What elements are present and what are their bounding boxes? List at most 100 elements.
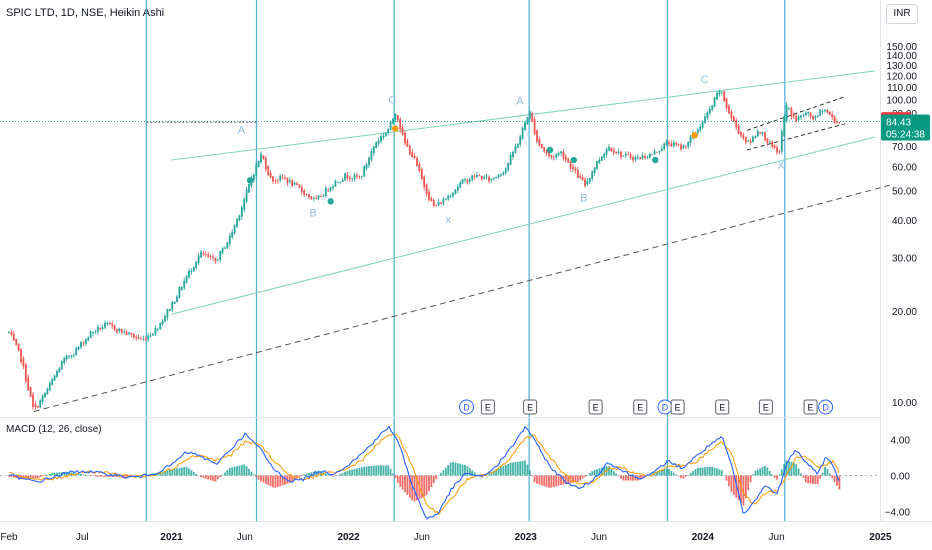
candle-body: [53, 375, 56, 381]
candle-body: [550, 155, 553, 158]
candle-body: [552, 156, 555, 158]
bar-countdown: 05:24:38: [886, 130, 925, 141]
candle-body: [377, 140, 380, 144]
candle-body: [646, 157, 649, 159]
macd-histogram-bar: [68, 471, 70, 476]
candle-body: [437, 201, 440, 206]
candle-body: [394, 113, 397, 120]
candle-body: [48, 382, 51, 391]
candle-body: [185, 275, 188, 283]
candle-body: [320, 196, 322, 198]
macd-histogram-bar: [308, 472, 310, 476]
candle-body: [240, 207, 243, 217]
macd-histogram-bar: [430, 475, 433, 488]
macd-histogram-bar: [190, 470, 193, 476]
macd-histogram-bar: [339, 473, 342, 476]
macd-histogram-bar: [413, 475, 416, 502]
candle-body: [70, 355, 73, 357]
candle-body: [137, 337, 140, 340]
candle-body: [742, 134, 745, 138]
candle-body: [168, 309, 171, 312]
candle-body: [147, 335, 150, 340]
candle-body: [32, 394, 34, 408]
macd-histogram-bar: [334, 475, 337, 477]
candle-body: [303, 190, 306, 195]
candle-body: [351, 178, 354, 180]
candle-body: [620, 151, 622, 158]
candle-body: [648, 153, 651, 158]
candle-body: [336, 182, 339, 183]
macd-histogram-bar: [53, 472, 56, 476]
macd-histogram-bar: [785, 460, 788, 476]
earnings-badge: [670, 399, 685, 415]
macd-histogram-bar: [372, 465, 375, 476]
candle-body: [759, 132, 762, 134]
candle-body: [632, 157, 634, 161]
macd-histogram-bar: [156, 472, 159, 476]
macd-histogram-bar: [701, 467, 704, 476]
candle-body: [60, 361, 63, 370]
candle-body: [281, 176, 284, 178]
macd-histogram-bar: [416, 475, 418, 501]
currency-button[interactable]: INR: [886, 4, 918, 24]
candle-body: [200, 251, 202, 258]
macd-histogram-bar: [555, 475, 558, 487]
macd-histogram-bar: [238, 465, 241, 476]
macd-histogram-bar: [828, 473, 831, 476]
macd-histogram-bar: [819, 475, 822, 479]
candle-body: [838, 122, 841, 123]
macd-histogram-bar: [454, 462, 457, 476]
candle-body: [752, 136, 754, 143]
candle-body: [680, 144, 682, 150]
macd-histogram-bar: [756, 469, 759, 476]
macd-histogram-bar: [382, 465, 385, 476]
candle-body: [356, 175, 358, 177]
macd-histogram-bar: [286, 475, 289, 484]
macd-histogram-bar: [34, 475, 37, 479]
candle-body: [123, 331, 126, 333]
macd-histogram-bar: [704, 467, 706, 476]
time-axis-label: 2024: [692, 532, 715, 543]
macd-histogram-bar: [377, 465, 380, 476]
macd-histogram-bar: [84, 474, 87, 476]
candle-body: [740, 131, 742, 136]
macd-histogram-bar: [344, 471, 346, 476]
candle-body: [166, 308, 169, 318]
candle-body: [36, 406, 39, 408]
candle-body: [99, 327, 102, 330]
candle-body: [252, 174, 255, 181]
macd-histogram-bar: [437, 475, 440, 476]
candle-body: [461, 179, 464, 184]
candle-body: [670, 143, 673, 147]
candle-body: [754, 136, 757, 139]
macd-histogram-bar: [380, 465, 382, 476]
candle-body: [682, 145, 685, 149]
candle-body: [732, 116, 735, 122]
candle-body: [826, 109, 829, 113]
candle-body: [560, 151, 562, 154]
candle-body: [416, 157, 418, 166]
macd-histogram-bar: [348, 470, 351, 476]
candle-body: [821, 111, 824, 113]
macd-histogram-bar: [468, 468, 471, 476]
candle-body: [293, 182, 296, 185]
candle-body: [89, 331, 92, 338]
candle-body: [557, 152, 560, 156]
last-price-tag: [881, 114, 930, 141]
macd-histogram-bar: [656, 471, 658, 476]
macd-histogram-bar: [248, 468, 250, 476]
candle-body: [545, 150, 548, 154]
candle-body: [236, 218, 238, 227]
candle-body: [216, 260, 219, 261]
candle-body: [675, 143, 678, 145]
candle-body: [207, 254, 210, 257]
candle-body: [257, 160, 260, 168]
macd-histogram-bar: [692, 471, 694, 476]
macd-histogram-bar: [711, 466, 714, 476]
macd-histogram-bar: [512, 462, 514, 476]
macd-histogram-bar: [214, 475, 217, 482]
candle-body: [17, 343, 20, 351]
macd-histogram-bar: [341, 472, 344, 476]
time-axis-label: 2021: [160, 532, 183, 543]
